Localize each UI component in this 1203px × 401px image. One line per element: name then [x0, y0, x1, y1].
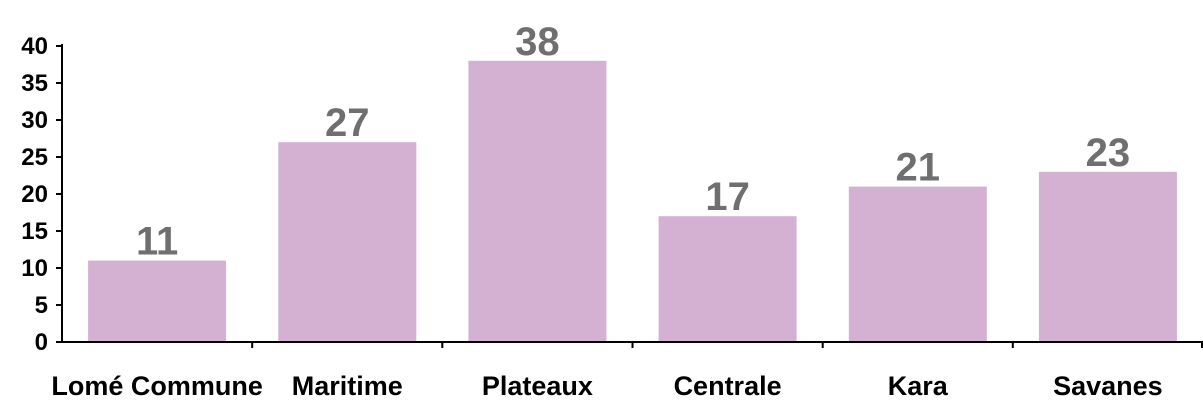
- data-label-4: 21: [896, 146, 941, 190]
- x-axis: Lomé Commune Maritime Plateaux Centrale Kara…: [51, 341, 1203, 401]
- category-label-3: Centrale: [674, 371, 782, 401]
- bar-3: [658, 216, 797, 342]
- bar-5: [1038, 171, 1177, 342]
- y-tick-label-8: 40: [21, 33, 48, 60]
- category-label-5: Savanes: [1053, 371, 1163, 401]
- y-tick-label-3: 15: [21, 218, 48, 245]
- bar-4: [848, 186, 987, 342]
- y-tick-label-7: 35: [21, 70, 48, 97]
- y-tick-label-4: 20: [21, 181, 48, 208]
- data-labels-group: 11 27 38 17 21 23: [136, 20, 1130, 264]
- category-label-2: Plateaux: [482, 371, 593, 401]
- data-label-1: 27: [325, 101, 370, 145]
- data-label-3: 17: [705, 175, 750, 219]
- y-tick-label-5: 25: [21, 144, 48, 171]
- y-tick-label-2: 10: [21, 255, 48, 282]
- y-tick-label-0: 0: [35, 329, 48, 356]
- data-label-0: 11: [136, 220, 178, 264]
- category-label-4: Kara: [888, 371, 949, 401]
- bar-0: [88, 260, 227, 342]
- data-label-5: 23: [1086, 131, 1131, 175]
- bar-2: [468, 60, 607, 343]
- y-tick-label-1: 5: [35, 292, 48, 319]
- bars-group: [88, 60, 1177, 343]
- bar-1: [278, 142, 417, 342]
- data-label-2: 38: [515, 20, 560, 64]
- category-label-0: Lomé Commune: [51, 371, 263, 401]
- y-axis: 0 5 10 15 20 25 30 35 40: [21, 33, 63, 356]
- y-tick-label-6: 30: [21, 107, 48, 134]
- category-label-1: Maritime: [292, 371, 403, 401]
